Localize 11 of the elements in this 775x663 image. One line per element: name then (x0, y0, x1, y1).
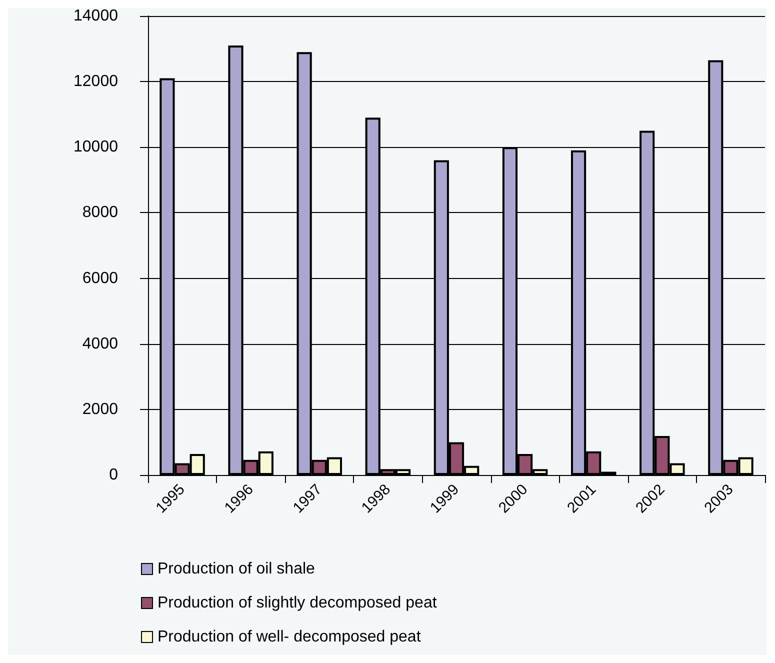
legend-label: Production of oil shale (158, 560, 316, 578)
y-tick-label: 4000 (82, 335, 118, 352)
y-tick-label: 0 (109, 466, 118, 484)
y-tick-label: 6000 (82, 270, 118, 287)
y-tick-label: 10000 (74, 138, 118, 156)
y-tick-label: 8000 (82, 204, 118, 222)
y-tick-label: 2000 (82, 400, 118, 418)
y-tick-label: 12000 (74, 73, 118, 90)
legend-label: Production of slightly decomposed peat (158, 594, 438, 612)
y-tick-label: 14000 (74, 8, 118, 24)
legend-label: Production of well- decomposed peat (158, 628, 422, 646)
